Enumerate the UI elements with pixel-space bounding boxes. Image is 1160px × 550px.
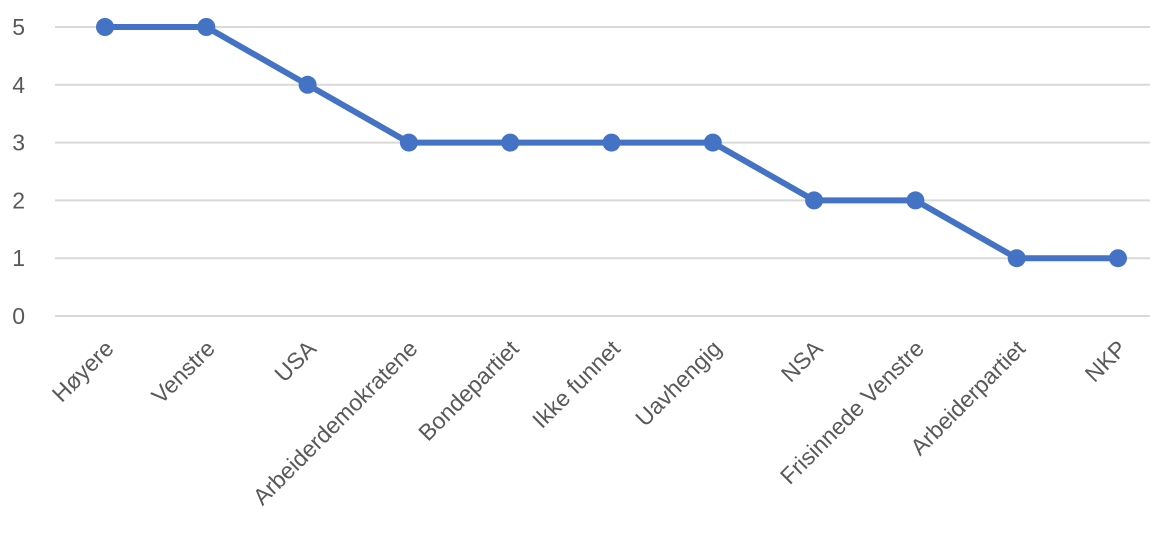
- y-tick-label: 3: [12, 130, 25, 156]
- x-tick-label: Venstre: [146, 335, 220, 409]
- x-tick-label: Arbeiderdemokratene: [248, 335, 423, 510]
- x-tick-label: NSA: [776, 335, 828, 387]
- data-point: [906, 191, 925, 210]
- x-tick-label: Bondepartiet: [413, 335, 524, 446]
- gridlines: [55, 26, 1150, 317]
- data-point: [1007, 249, 1026, 268]
- data-point: [602, 133, 621, 152]
- data-point: [703, 133, 722, 152]
- series: [96, 18, 1127, 268]
- data-point: [1109, 249, 1127, 268]
- x-tick-label: NKP: [1080, 335, 1132, 387]
- data-point: [96, 18, 114, 36]
- x-tick-label: Ikke funnet: [527, 335, 625, 433]
- y-tick-label: 0: [12, 303, 25, 329]
- x-tick-label: Uavhengig: [630, 335, 726, 431]
- y-tick-label: 4: [12, 72, 25, 98]
- x-tick-label: Høyere: [47, 335, 119, 407]
- data-point: [298, 75, 317, 94]
- data-point: [399, 133, 418, 152]
- x-axis-ticks: Høyere Venstre USAArbeiderdemokrateneBonde…: [47, 335, 1132, 510]
- data-point: [805, 191, 824, 210]
- y-tick-label: 5: [12, 14, 25, 40]
- y-tick-label: 1: [12, 245, 25, 271]
- x-tick-label: USA: [269, 335, 321, 387]
- y-axis-ticks: 0 1 2 3 4 5: [12, 14, 25, 329]
- data-point: [197, 18, 216, 36]
- y-tick-label: 2: [12, 187, 25, 213]
- data-point: [501, 133, 520, 152]
